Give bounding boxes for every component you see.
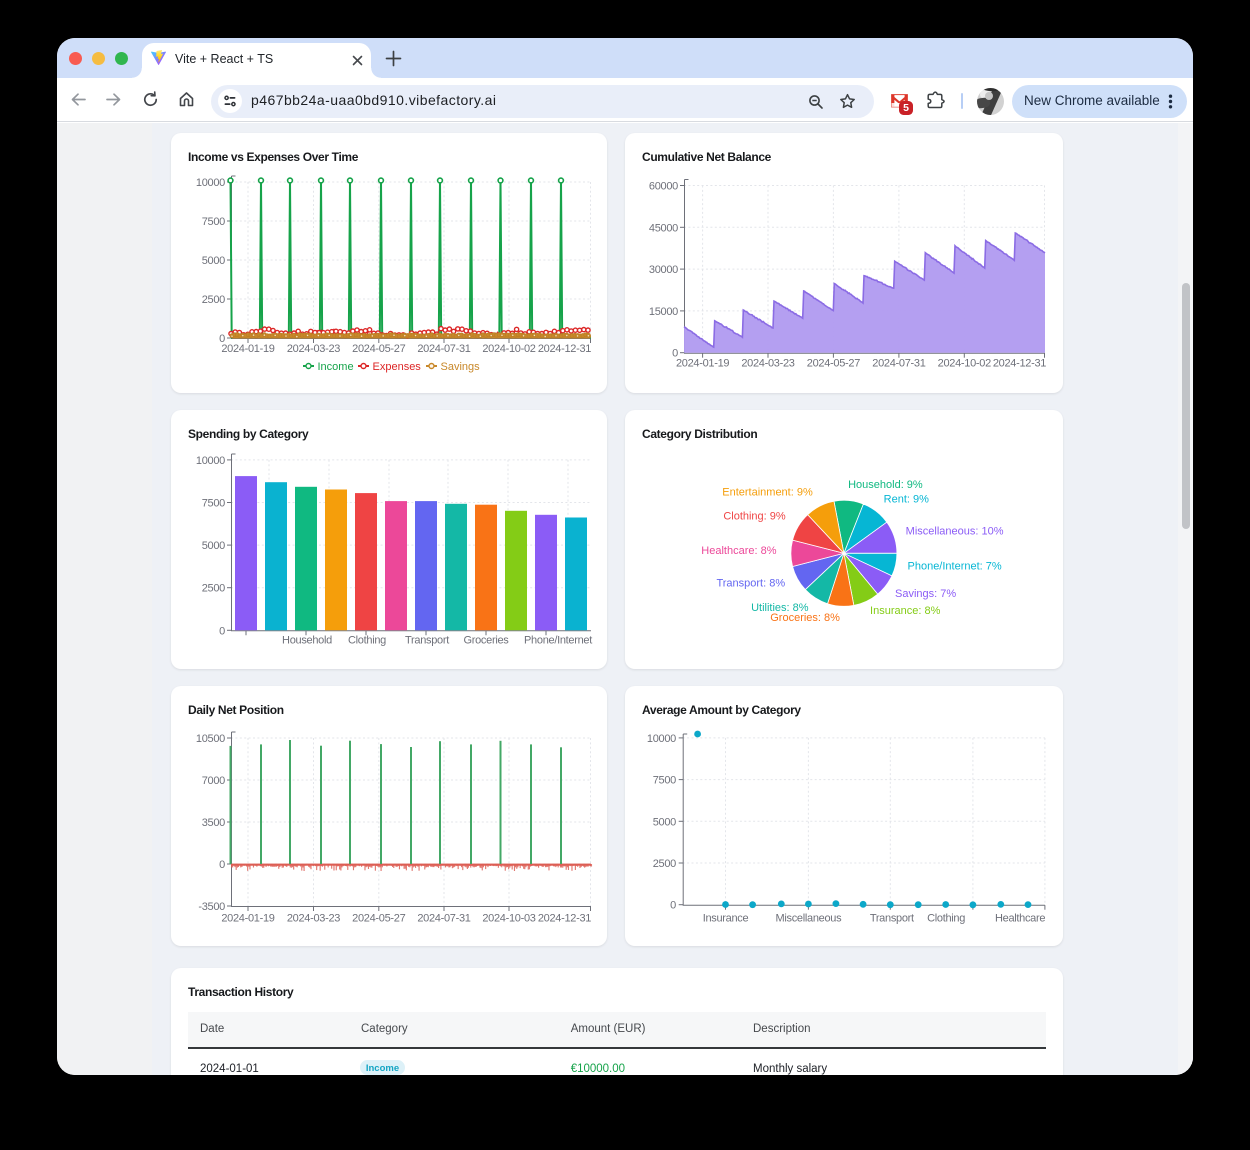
svg-text:0: 0 (672, 348, 678, 360)
svg-text:2024-07-31: 2024-07-31 (872, 358, 925, 370)
svg-text:15000: 15000 (649, 306, 678, 318)
svg-text:Transport: 8%: Transport: 8% (716, 577, 785, 589)
svg-text:2024-01-19: 2024-01-19 (676, 358, 729, 370)
svg-text:Miscellaneous: Miscellaneous (775, 913, 842, 925)
svg-text:0: 0 (219, 859, 225, 871)
svg-text:Phone/Internet: Phone/Internet (524, 635, 592, 647)
svg-text:2024-12-31: 2024-12-31 (993, 358, 1046, 370)
svg-text:2024-05-27: 2024-05-27 (352, 343, 405, 355)
svg-text:10000: 10000 (196, 177, 225, 189)
svg-text:10000: 10000 (196, 455, 225, 467)
svg-text:2024-07-31: 2024-07-31 (417, 343, 470, 355)
svg-text:Healthcare: 8%: Healthcare: 8% (701, 545, 776, 557)
svg-text:Utilities: 8%: Utilities: 8% (751, 602, 809, 614)
svg-text:2500: 2500 (202, 583, 225, 595)
svg-text:7500: 7500 (202, 216, 225, 228)
svg-text:2024-03-23: 2024-03-23 (287, 343, 340, 355)
svg-text:Household: 9%: Household: 9% (848, 479, 923, 491)
svg-text:2024-12-31: 2024-12-31 (538, 343, 591, 355)
svg-text:Clothing: Clothing (927, 913, 965, 925)
svg-text:10000: 10000 (647, 733, 676, 745)
svg-text:Miscellaneous: 10%: Miscellaneous: 10% (906, 526, 1004, 538)
svg-text:Savings: Savings (441, 361, 481, 373)
svg-text:5000: 5000 (202, 540, 225, 552)
svg-text:2024-10-02: 2024-10-02 (482, 343, 535, 355)
svg-text:-3500: -3500 (198, 901, 225, 913)
svg-text:7500: 7500 (653, 775, 676, 787)
svg-text:3500: 3500 (202, 817, 225, 829)
svg-text:5000: 5000 (202, 255, 225, 267)
svg-text:Transport: Transport (405, 635, 449, 647)
svg-text:Income: Income (318, 361, 354, 373)
svg-text:2500: 2500 (653, 858, 676, 870)
svg-text:45000: 45000 (649, 222, 678, 234)
svg-text:2500: 2500 (202, 294, 225, 306)
svg-text:2024-05-27: 2024-05-27 (807, 358, 860, 370)
svg-text:Savings: 7%: Savings: 7% (895, 588, 956, 600)
svg-text:2024-05-27: 2024-05-27 (352, 913, 405, 925)
svg-text:Insurance: Insurance (703, 913, 749, 925)
svg-text:2024-07-31: 2024-07-31 (417, 913, 470, 925)
svg-text:2024-03-23: 2024-03-23 (287, 913, 340, 925)
svg-text:0: 0 (219, 625, 225, 637)
svg-text:Entertainment: 9%: Entertainment: 9% (722, 486, 813, 498)
svg-text:Insurance: 8%: Insurance: 8% (870, 605, 941, 617)
svg-text:Clothing: Clothing (348, 635, 386, 647)
svg-text:10500: 10500 (196, 733, 225, 745)
svg-text:Groceries: Groceries (464, 635, 510, 647)
svg-text:7000: 7000 (202, 775, 225, 787)
svg-text:2024-03-23: 2024-03-23 (741, 358, 794, 370)
svg-text:2024-01-19: 2024-01-19 (221, 913, 274, 925)
svg-text:Healthcare: Healthcare (995, 913, 1045, 925)
svg-text:Household: Household (282, 635, 332, 647)
svg-text:2024-10-02: 2024-10-02 (938, 358, 991, 370)
svg-text:0: 0 (670, 900, 676, 912)
svg-text:Clothing: 9%: Clothing: 9% (723, 511, 786, 523)
svg-text:60000: 60000 (649, 181, 678, 193)
svg-text:2024-12-31: 2024-12-31 (538, 913, 591, 925)
svg-text:5000: 5000 (653, 816, 676, 828)
svg-text:Rent: 9%: Rent: 9% (884, 494, 929, 506)
svg-text:2024-10-03: 2024-10-03 (482, 913, 535, 925)
svg-text:Transport: Transport (870, 913, 914, 925)
svg-text:30000: 30000 (649, 264, 678, 276)
svg-text:7500: 7500 (202, 498, 225, 510)
svg-text:Expenses: Expenses (373, 361, 422, 373)
svg-text:0: 0 (219, 333, 225, 345)
svg-text:Phone/Internet: 7%: Phone/Internet: 7% (908, 561, 1002, 573)
svg-text:Groceries: 8%: Groceries: 8% (770, 612, 840, 624)
svg-text:2024-01-19: 2024-01-19 (221, 343, 274, 355)
